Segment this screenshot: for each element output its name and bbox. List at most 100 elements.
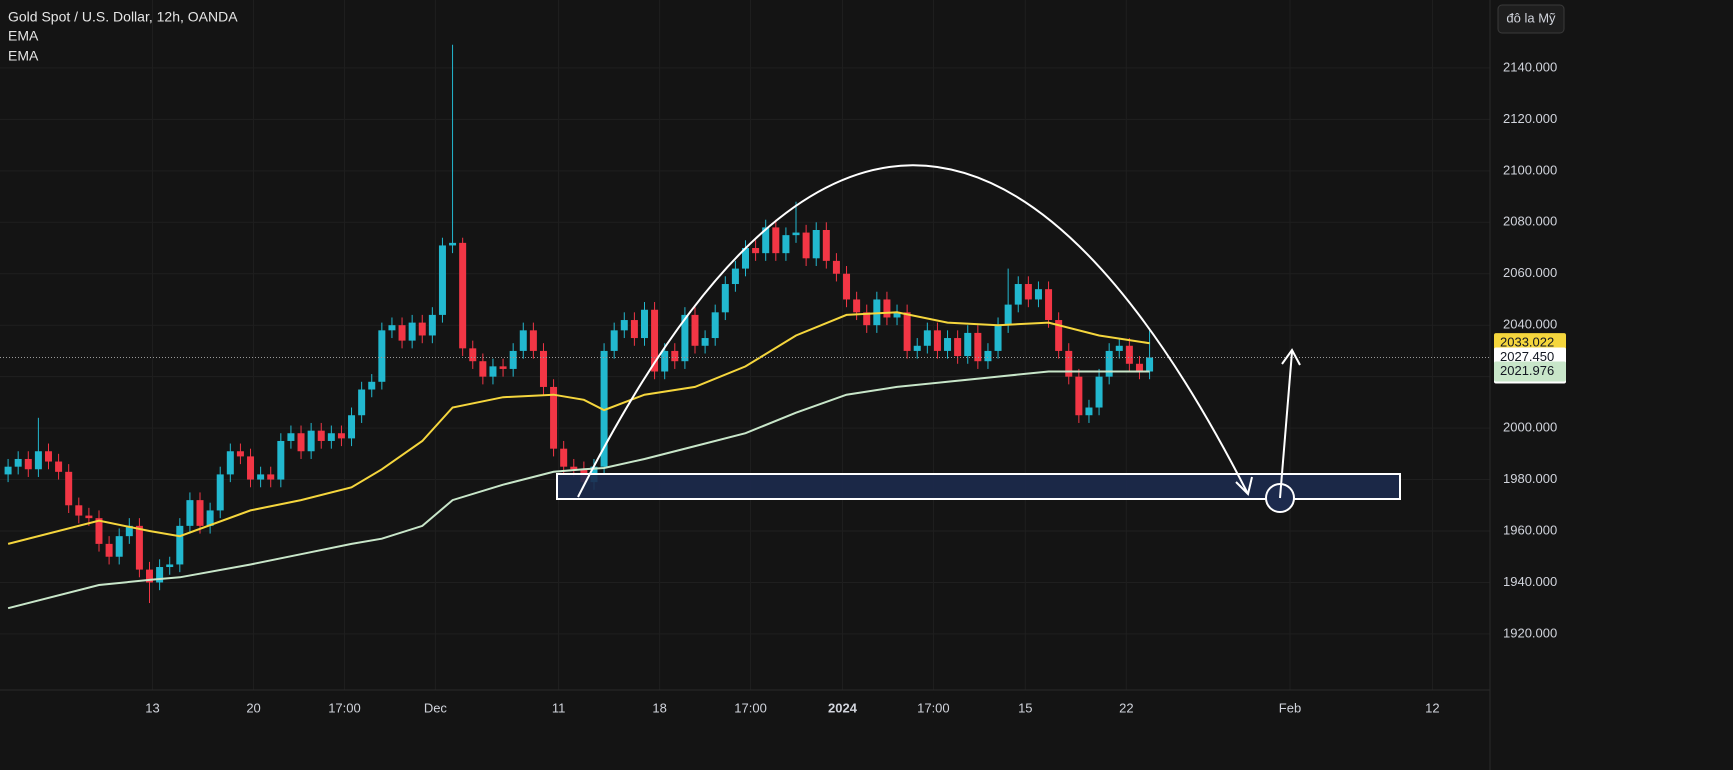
price-label-bg (1494, 361, 1566, 382)
arrow-head (1235, 476, 1253, 496)
candle-body (853, 299, 861, 313)
x-tick-label: 12 (1425, 700, 1439, 715)
candle-body (843, 273, 851, 300)
candle-body (388, 325, 396, 331)
candle-body (519, 330, 527, 351)
candle-body (135, 525, 143, 570)
candle-body (257, 474, 265, 480)
candle-body (186, 500, 194, 526)
x-tick-label: 13 (145, 700, 159, 715)
candle-body (550, 386, 558, 449)
candle-body (176, 525, 184, 565)
candle-body (731, 268, 739, 285)
candle-body (701, 338, 709, 346)
candle-body (378, 330, 386, 382)
candle-body (499, 366, 507, 369)
candle-body (489, 366, 497, 377)
candle-body (620, 320, 628, 331)
candle-body (287, 433, 295, 441)
candle-body (762, 227, 770, 254)
price-label: 2027.450 (1500, 349, 1554, 364)
candle-body (1135, 363, 1143, 372)
plot (0, 44, 1490, 610)
candle-body (600, 350, 608, 467)
candle-body (539, 350, 547, 387)
candle-body (964, 332, 972, 357)
candle-body (933, 330, 941, 351)
ema-line (7, 311, 1150, 545)
price-label: 2021.976 (1500, 363, 1554, 378)
candle-body (640, 309, 648, 339)
candle-body (55, 461, 63, 472)
candle-body (247, 456, 255, 480)
candle-body (146, 569, 154, 583)
candle-body (863, 312, 871, 326)
candle-body (438, 245, 446, 315)
candle-body (418, 322, 426, 336)
candle-body (742, 248, 750, 269)
x-tick-label: 20 (246, 700, 260, 715)
candle-body (95, 518, 103, 544)
candle-body (337, 433, 345, 439)
x-tick-label: 17:00 (917, 700, 950, 715)
candle-body (327, 433, 335, 441)
x-tick-label: Dec (424, 700, 448, 715)
annotations (556, 164, 1401, 513)
candle-body (226, 451, 234, 475)
candle-body (954, 338, 962, 357)
y-tick-label: 1980.000 (1503, 471, 1557, 486)
candle-body (560, 448, 568, 467)
x-tick-label: 15 (1018, 700, 1032, 715)
y-tick-label: 2100.000 (1503, 162, 1557, 177)
candle-body (1024, 284, 1032, 300)
currency-button[interactable] (1497, 4, 1565, 34)
x-tick-label: 18 (652, 700, 666, 715)
candle-body (1065, 350, 1073, 377)
candle-body (65, 471, 73, 506)
y-tick-label: 1920.000 (1503, 625, 1557, 640)
candle-body (469, 348, 477, 362)
candle-body (772, 227, 780, 254)
candle-body (1014, 284, 1022, 305)
candle-body (610, 330, 618, 351)
candle-body (236, 451, 244, 457)
candle-body (1055, 320, 1063, 351)
grid (0, 0, 1490, 690)
candle-body (14, 458, 22, 467)
candle-body (802, 232, 810, 259)
ema-line (7, 370, 1150, 610)
y-tick-label: 2060.000 (1503, 265, 1557, 280)
candle-body (1095, 376, 1103, 408)
candle-body (1105, 350, 1113, 377)
candle-body (85, 515, 93, 519)
candle-body (459, 242, 467, 349)
candle-body (1146, 357, 1154, 372)
x-tick-label: 17:00 (328, 700, 361, 715)
candle-body (105, 543, 113, 557)
candle-body (398, 325, 406, 341)
candle-body (681, 314, 689, 362)
legend-entry: EMA (8, 48, 39, 64)
legend-entry: EMA (8, 28, 39, 44)
candle-body (166, 564, 174, 568)
candle-body (661, 350, 669, 372)
candle-body (115, 536, 123, 557)
candle-body (479, 361, 487, 377)
candle-body (24, 458, 32, 470)
candle-body (883, 299, 891, 318)
candle-body (34, 451, 42, 470)
candle-body (782, 235, 790, 254)
candle-body (4, 466, 12, 475)
candle-body (903, 312, 911, 351)
x-tick-label: 11 (552, 700, 566, 715)
candle-body (752, 248, 760, 254)
candle-body (873, 299, 881, 326)
x-tick-label: 22 (1119, 700, 1133, 715)
currency-button-label[interactable]: đô la Mỹ (1506, 10, 1556, 25)
y-tick-label: 1940.000 (1503, 574, 1557, 589)
candle-body (812, 230, 820, 259)
candle-body (711, 312, 719, 339)
y-tick-label: 2120.000 (1503, 111, 1557, 126)
candle-body (994, 325, 1002, 351)
